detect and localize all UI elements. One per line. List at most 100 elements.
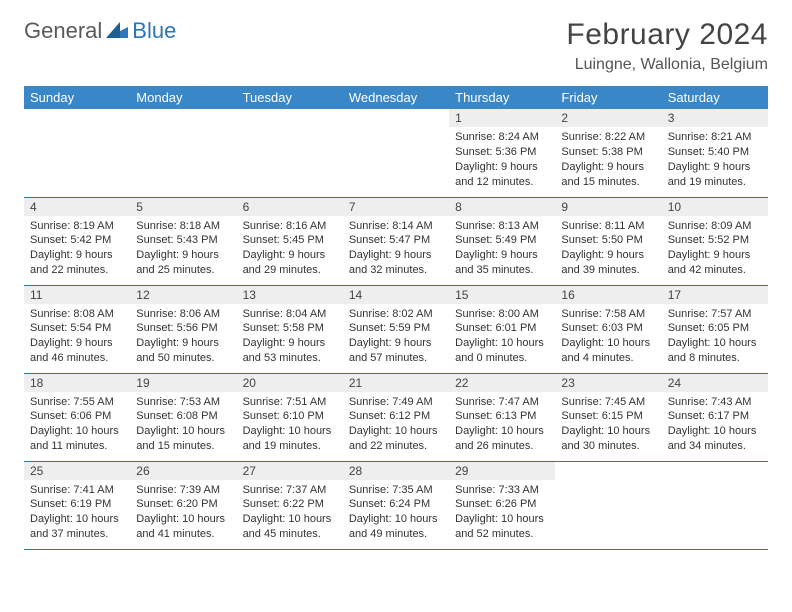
sunset-text: Sunset: 6:03 PM: [561, 321, 655, 336]
daylight-text: Daylight: 9 hours and 29 minutes.: [243, 248, 337, 278]
day-details: Sunrise: 7:47 AMSunset: 6:13 PMDaylight:…: [449, 392, 555, 458]
sunset-text: Sunset: 6:01 PM: [455, 321, 549, 336]
day-details: Sunrise: 8:02 AMSunset: 5:59 PMDaylight:…: [343, 304, 449, 370]
calendar-week-row: 11Sunrise: 8:08 AMSunset: 5:54 PMDayligh…: [24, 285, 768, 373]
daylight-text: Daylight: 10 hours and 26 minutes.: [455, 424, 549, 454]
header: General Blue February 2024 Luingne, Wall…: [24, 18, 768, 74]
calendar-week-row: ........1Sunrise: 8:24 AMSunset: 5:36 PM…: [24, 109, 768, 197]
sunrise-text: Sunrise: 8:21 AM: [668, 130, 762, 145]
calendar-day-cell: 11Sunrise: 8:08 AMSunset: 5:54 PMDayligh…: [24, 285, 130, 373]
sunrise-text: Sunrise: 8:18 AM: [136, 219, 230, 234]
calendar-day-cell: 18Sunrise: 7:55 AMSunset: 6:06 PMDayligh…: [24, 373, 130, 461]
day-number: 22: [449, 374, 555, 392]
sunrise-text: Sunrise: 7:51 AM: [243, 395, 337, 410]
day-number: 10: [662, 198, 768, 216]
daylight-text: Daylight: 9 hours and 12 minutes.: [455, 160, 549, 190]
calendar-day-cell: 17Sunrise: 7:57 AMSunset: 6:05 PMDayligh…: [662, 285, 768, 373]
calendar-day-cell: ..: [24, 109, 130, 197]
sunrise-text: Sunrise: 7:45 AM: [561, 395, 655, 410]
sunrise-text: Sunrise: 7:55 AM: [30, 395, 124, 410]
month-title: February 2024: [566, 18, 768, 52]
weekday-header: Monday: [130, 86, 236, 109]
calendar-day-cell: 27Sunrise: 7:37 AMSunset: 6:22 PMDayligh…: [237, 461, 343, 549]
weekday-header-row: SundayMondayTuesdayWednesdayThursdayFrid…: [24, 86, 768, 109]
day-number: 14: [343, 286, 449, 304]
calendar-day-cell: 22Sunrise: 7:47 AMSunset: 6:13 PMDayligh…: [449, 373, 555, 461]
sunset-text: Sunset: 6:24 PM: [349, 497, 443, 512]
sunset-text: Sunset: 5:56 PM: [136, 321, 230, 336]
daylight-text: Daylight: 9 hours and 50 minutes.: [136, 336, 230, 366]
day-details: Sunrise: 7:49 AMSunset: 6:12 PMDaylight:…: [343, 392, 449, 458]
day-number: 12: [130, 286, 236, 304]
day-details: Sunrise: 7:43 AMSunset: 6:17 PMDaylight:…: [662, 392, 768, 458]
day-number: 16: [555, 286, 661, 304]
sunset-text: Sunset: 6:17 PM: [668, 409, 762, 424]
sunset-text: Sunset: 6:08 PM: [136, 409, 230, 424]
day-number: 27: [237, 462, 343, 480]
calendar-day-cell: ..: [237, 109, 343, 197]
day-number: 26: [130, 462, 236, 480]
day-details: Sunrise: 8:13 AMSunset: 5:49 PMDaylight:…: [449, 216, 555, 282]
calendar-day-cell: 24Sunrise: 7:43 AMSunset: 6:17 PMDayligh…: [662, 373, 768, 461]
daylight-text: Daylight: 10 hours and 19 minutes.: [243, 424, 337, 454]
weekday-header: Tuesday: [237, 86, 343, 109]
day-details: Sunrise: 8:19 AMSunset: 5:42 PMDaylight:…: [24, 216, 130, 282]
day-number: 20: [237, 374, 343, 392]
sunrise-text: Sunrise: 7:43 AM: [668, 395, 762, 410]
day-number: 9: [555, 198, 661, 216]
day-details: Sunrise: 7:57 AMSunset: 6:05 PMDaylight:…: [662, 304, 768, 370]
sunrise-text: Sunrise: 7:41 AM: [30, 483, 124, 498]
day-number: 15: [449, 286, 555, 304]
sunset-text: Sunset: 6:06 PM: [30, 409, 124, 424]
weekday-header: Wednesday: [343, 86, 449, 109]
weekday-header: Sunday: [24, 86, 130, 109]
daylight-text: Daylight: 10 hours and 30 minutes.: [561, 424, 655, 454]
day-number: 2: [555, 109, 661, 127]
calendar-week-row: 18Sunrise: 7:55 AMSunset: 6:06 PMDayligh…: [24, 373, 768, 461]
calendar-day-cell: 14Sunrise: 8:02 AMSunset: 5:59 PMDayligh…: [343, 285, 449, 373]
sunrise-text: Sunrise: 7:53 AM: [136, 395, 230, 410]
sunset-text: Sunset: 6:10 PM: [243, 409, 337, 424]
day-number: 17: [662, 286, 768, 304]
daylight-text: Daylight: 9 hours and 53 minutes.: [243, 336, 337, 366]
day-details: Sunrise: 8:24 AMSunset: 5:36 PMDaylight:…: [449, 127, 555, 193]
sunrise-text: Sunrise: 8:11 AM: [561, 219, 655, 234]
sunset-text: Sunset: 5:43 PM: [136, 233, 230, 248]
sunset-text: Sunset: 6:15 PM: [561, 409, 655, 424]
day-details: Sunrise: 8:22 AMSunset: 5:38 PMDaylight:…: [555, 127, 661, 193]
day-details: Sunrise: 8:18 AMSunset: 5:43 PMDaylight:…: [130, 216, 236, 282]
sunrise-text: Sunrise: 8:13 AM: [455, 219, 549, 234]
daylight-text: Daylight: 9 hours and 42 minutes.: [668, 248, 762, 278]
day-number: 21: [343, 374, 449, 392]
sunset-text: Sunset: 5:47 PM: [349, 233, 443, 248]
calendar-day-cell: 21Sunrise: 7:49 AMSunset: 6:12 PMDayligh…: [343, 373, 449, 461]
daylight-text: Daylight: 10 hours and 22 minutes.: [349, 424, 443, 454]
daylight-text: Daylight: 10 hours and 52 minutes.: [455, 512, 549, 542]
daylight-text: Daylight: 10 hours and 4 minutes.: [561, 336, 655, 366]
day-details: Sunrise: 7:45 AMSunset: 6:15 PMDaylight:…: [555, 392, 661, 458]
day-number: 6: [237, 198, 343, 216]
calendar-day-cell: 5Sunrise: 8:18 AMSunset: 5:43 PMDaylight…: [130, 197, 236, 285]
day-details: Sunrise: 8:14 AMSunset: 5:47 PMDaylight:…: [343, 216, 449, 282]
daylight-text: Daylight: 10 hours and 37 minutes.: [30, 512, 124, 542]
sunrise-text: Sunrise: 7:58 AM: [561, 307, 655, 322]
calendar-day-cell: 3Sunrise: 8:21 AMSunset: 5:40 PMDaylight…: [662, 109, 768, 197]
weekday-header: Friday: [555, 86, 661, 109]
day-number: 4: [24, 198, 130, 216]
sunset-text: Sunset: 5:38 PM: [561, 145, 655, 160]
sunrise-text: Sunrise: 8:00 AM: [455, 307, 549, 322]
day-number: 19: [130, 374, 236, 392]
brand-mark-icon: [106, 18, 128, 44]
calendar-day-cell: 29Sunrise: 7:33 AMSunset: 6:26 PMDayligh…: [449, 461, 555, 549]
sunrise-text: Sunrise: 8:24 AM: [455, 130, 549, 145]
day-number: 25: [24, 462, 130, 480]
sunrise-text: Sunrise: 8:14 AM: [349, 219, 443, 234]
calendar-table: SundayMondayTuesdayWednesdayThursdayFrid…: [24, 86, 768, 550]
day-number: 5: [130, 198, 236, 216]
calendar-day-cell: 12Sunrise: 8:06 AMSunset: 5:56 PMDayligh…: [130, 285, 236, 373]
calendar-day-cell: 1Sunrise: 8:24 AMSunset: 5:36 PMDaylight…: [449, 109, 555, 197]
sunrise-text: Sunrise: 7:49 AM: [349, 395, 443, 410]
day-details: Sunrise: 7:51 AMSunset: 6:10 PMDaylight:…: [237, 392, 343, 458]
location: Luingne, Wallonia, Belgium: [566, 56, 768, 74]
day-details: Sunrise: 7:33 AMSunset: 6:26 PMDaylight:…: [449, 480, 555, 546]
